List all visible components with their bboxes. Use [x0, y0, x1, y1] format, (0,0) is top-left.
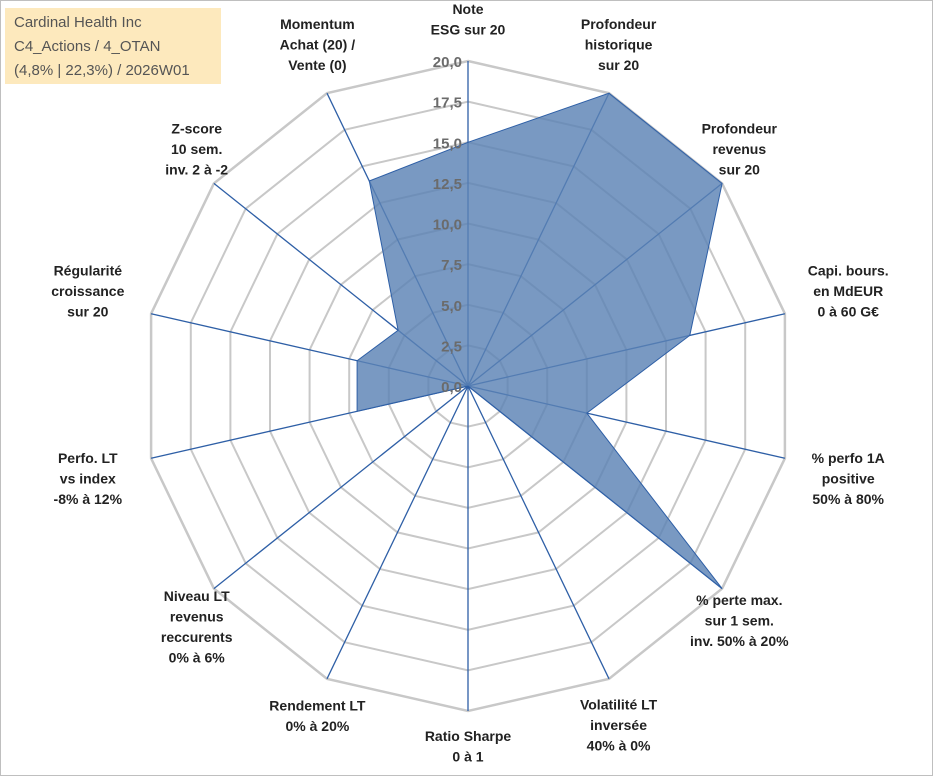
tick-label: 7,5 — [441, 257, 462, 274]
tick-label: 15,0 — [433, 135, 462, 152]
axis-label-line: Achat (20) / — [280, 36, 356, 52]
axis-label-line: 0% à 20% — [285, 718, 349, 734]
axis-label-line: sur 20 — [67, 304, 108, 320]
axis-label-line: sur 1 sem. — [705, 612, 774, 628]
axis-spoke — [467, 385, 610, 680]
axis-label: Profondeur revenus sur 20 — [702, 121, 778, 178]
axis-labels: Note ESG sur 20 Profondeur historique sur 20… — [51, 1, 888, 765]
axis-label-line: Régularité — [54, 263, 123, 279]
tick-label: 20,0 — [433, 54, 462, 71]
axis-label-line: Profondeur — [702, 121, 778, 137]
axis-label: % perte max. sur 1 sem. inv. 50% à 20% — [690, 592, 789, 649]
series-area — [356, 92, 723, 589]
axis-label-line: Momentum — [280, 16, 355, 32]
axis-label-line: ESG sur 20 — [431, 22, 506, 38]
tick-label: 17,5 — [433, 95, 462, 112]
title-line-3: (4,8% | 22,3%) / 2026W01 — [14, 62, 190, 79]
axis-label-line: sur 20 — [598, 57, 639, 73]
axis-label-line: Vente (0) — [288, 57, 346, 73]
axis-label-line: revenus — [712, 141, 766, 157]
axis-label-line: % perte max. — [696, 592, 782, 608]
axis-label-line: Z-score — [171, 121, 222, 137]
axis-label-line: 10 sem. — [171, 141, 222, 157]
radial-tick-labels: 0,0 2,5 5,0 7,5 10,0 12,5 15,0 17,5 20,0 — [433, 54, 462, 396]
axis-label-line: 0% à 6% — [169, 649, 226, 665]
axis-label-line: revenus — [170, 608, 224, 624]
axis-label-line: Capi. bours. — [808, 263, 889, 279]
axis-label-line: inv. 50% à 20% — [690, 633, 789, 649]
axis-label-line: 40% à 0% — [587, 738, 651, 754]
axis-label: Rendement LT 0% à 20% — [269, 698, 366, 735]
axis-label-line: Rendement LT — [269, 698, 366, 714]
axis-label-line: sur 20 — [719, 162, 760, 178]
axis-spoke — [326, 385, 469, 680]
tick-label: 2,5 — [441, 338, 462, 355]
axis-label: Ratio Sharpe 0 à 1 — [425, 728, 512, 765]
title-line-1: Cardinal Health Inc — [14, 14, 142, 31]
axis-label-line: 50% à 80% — [812, 491, 884, 507]
axis-label-line: Niveau LT — [164, 588, 230, 604]
axis-label-line: historique — [585, 36, 653, 52]
title-line-2: C4_Actions / 4_OTAN — [14, 38, 161, 55]
axis-label-line: Perfo. LT — [58, 450, 118, 466]
axis-label-line: inv. 2 à -2 — [165, 162, 228, 178]
axis-label: Note ESG sur 20 — [431, 1, 506, 38]
axis-spoke — [213, 385, 469, 590]
axis-label-line: inversée — [590, 717, 647, 733]
axis-label-line: -8% à 12% — [54, 491, 123, 507]
axis-label-line: vs index — [60, 470, 116, 486]
axis-label-line: Volatilité LT — [580, 697, 658, 713]
tick-label: 5,0 — [441, 298, 462, 315]
axis-label-line: reccurents — [161, 629, 233, 645]
axis-label: Momentum Achat (20) / Vente (0) — [280, 16, 356, 73]
axis-label-line: Note — [452, 1, 483, 17]
axis-label: Profondeur historique sur 20 — [581, 16, 657, 73]
axis-label: Perfo. LT vs index -8% à 12% — [54, 450, 123, 507]
tick-label: 12,5 — [433, 176, 462, 193]
axis-label-line: % perfo 1A — [812, 450, 885, 466]
axis-label-line: Profondeur — [581, 16, 657, 32]
axis-label-line: Ratio Sharpe — [425, 728, 512, 744]
axis-label-line: croissance — [51, 283, 124, 299]
axis-label-line: 0 à 1 — [452, 749, 483, 765]
axis-label: Niveau LT revenus reccurents 0% à 6% — [161, 588, 233, 666]
axis-label-line: positive — [822, 470, 875, 486]
axis-label-line: 0 à 60 G€ — [817, 304, 879, 320]
axis-label: Régularité croissance sur 20 — [51, 263, 124, 320]
tick-label: 10,0 — [433, 217, 462, 234]
axis-label-line: en MdEUR — [813, 283, 883, 299]
tick-label: 0,0 — [441, 379, 462, 396]
title-box: Cardinal Health Inc C4_Actions / 4_OTAN … — [5, 8, 221, 84]
axis-label: Z-score 10 sem. inv. 2 à -2 — [165, 121, 228, 178]
axis-label: Volatilité LT inversée 40% à 0% — [580, 697, 658, 754]
axis-label: % perfo 1A positive 50% à 80% — [812, 450, 885, 507]
axis-label: Capi. bours. en MdEUR 0 à 60 G€ — [808, 263, 889, 320]
